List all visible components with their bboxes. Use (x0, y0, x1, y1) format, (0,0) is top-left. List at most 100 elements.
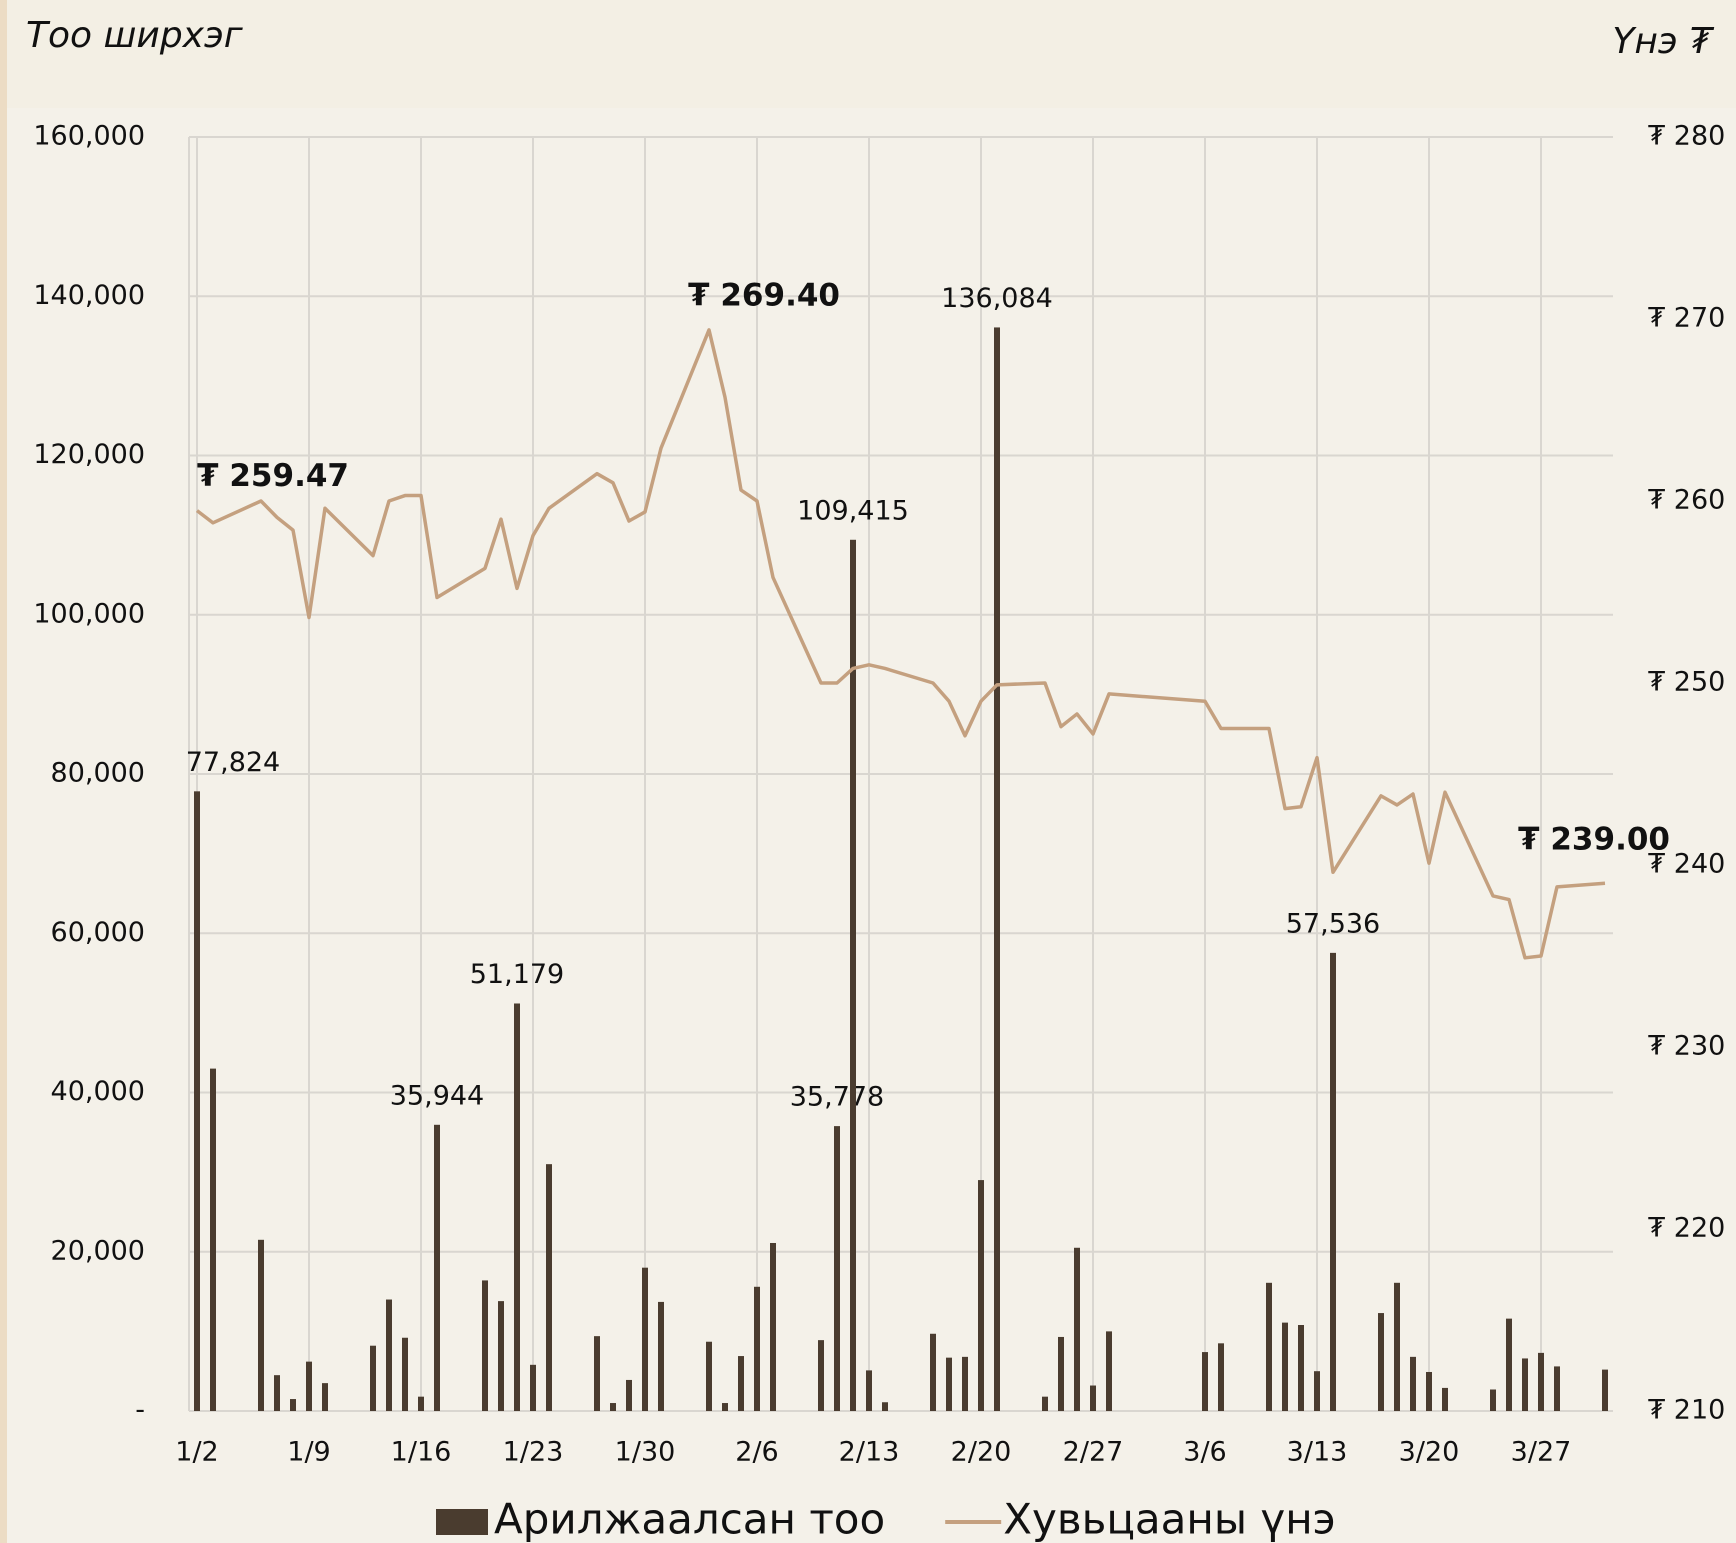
y-tick-label: - (135, 1395, 145, 1426)
bar (1202, 1352, 1208, 1411)
x-tick-label: 2/13 (839, 1437, 900, 1468)
legend-label: Хувьцааны үнэ (1003, 1495, 1336, 1543)
bar (1058, 1336, 1064, 1411)
bar (1298, 1325, 1304, 1411)
legend-swatch (436, 1509, 488, 1535)
y2-tick-label: ₮ 230 (1648, 1031, 1725, 1062)
bar (866, 1370, 872, 1411)
bar (290, 1399, 296, 1411)
bar (610, 1403, 616, 1411)
x-tick-label: 1/2 (175, 1437, 218, 1468)
y2-tick-label: ₮ 210 (1648, 1395, 1725, 1426)
bar (770, 1242, 776, 1411)
x-tick-label: 3/6 (1183, 1437, 1226, 1468)
bar (210, 1068, 216, 1411)
x-tick-label: 3/13 (1287, 1437, 1348, 1468)
bar (306, 1361, 312, 1411)
y-tick-label: 100,000 (33, 598, 145, 629)
y-tick-label: 20,000 (51, 1235, 145, 1266)
y2-tick-label: ₮ 270 (1648, 303, 1725, 334)
bar (418, 1396, 424, 1411)
y-axis-title: Тоо ширхэг (26, 15, 244, 56)
bar (1378, 1313, 1384, 1411)
bar (1106, 1331, 1112, 1411)
bar (658, 1301, 664, 1411)
y-tick-label: 60,000 (51, 917, 145, 948)
data-label: 57,536 (1286, 908, 1380, 939)
bar (1442, 1387, 1448, 1411)
bar (978, 1180, 984, 1411)
bar (818, 1340, 824, 1411)
data-label: 109,415 (797, 495, 909, 526)
data-label: 77,824 (186, 747, 280, 778)
bar (530, 1364, 536, 1411)
bar (850, 539, 856, 1411)
bar (642, 1267, 648, 1411)
bar (274, 1375, 280, 1411)
bar (1490, 1389, 1496, 1411)
x-tick-label: 2/6 (735, 1437, 778, 1468)
y-tick-label: 80,000 (51, 758, 145, 789)
data-label: 136,084 (941, 283, 1053, 314)
data-label: ₮ 259.47 (197, 458, 349, 494)
bar (434, 1124, 440, 1411)
x-tick-label: 1/23 (503, 1437, 564, 1468)
y2-axis-title: Үнэ ₮ (1612, 21, 1715, 62)
y-tick-label: 160,000 (33, 121, 145, 152)
bar (738, 1356, 744, 1411)
bar (994, 327, 1000, 1411)
bar (754, 1286, 760, 1411)
bar (386, 1299, 392, 1411)
x-tick-label: 1/16 (391, 1437, 452, 1468)
left-edge (0, 0, 7, 1543)
x-tick-label: 3/27 (1511, 1437, 1572, 1468)
y-tick-label: 120,000 (33, 439, 145, 470)
bar (258, 1239, 264, 1411)
data-label: ₮ 269.40 (688, 277, 840, 313)
bar (1090, 1385, 1096, 1411)
y2-tick-label: ₮ 260 (1648, 485, 1725, 516)
bar (194, 791, 200, 1411)
x-tick-label: 3/20 (1399, 1437, 1460, 1468)
bar (402, 1337, 408, 1411)
bar (946, 1357, 952, 1411)
bar (834, 1126, 840, 1411)
bar (1074, 1247, 1080, 1411)
bar (594, 1336, 600, 1411)
bar (1314, 1371, 1320, 1411)
bar (498, 1301, 504, 1411)
bar (370, 1345, 376, 1411)
y-tick-label: 140,000 (33, 280, 145, 311)
x-tick-label: 1/9 (287, 1437, 330, 1468)
bar (1602, 1369, 1608, 1411)
data-label: 35,944 (390, 1080, 484, 1111)
bar (482, 1280, 488, 1411)
y2-tick-label: ₮ 280 (1648, 121, 1725, 152)
bar (1522, 1358, 1528, 1411)
bar (1554, 1366, 1560, 1411)
data-label: 51,179 (470, 959, 564, 990)
bar (514, 1003, 520, 1411)
bar (962, 1356, 968, 1411)
legend-label: Арилжаалсан тоо (494, 1495, 885, 1543)
bar (1506, 1318, 1512, 1411)
bar (626, 1379, 632, 1411)
x-tick-label: 1/30 (615, 1437, 676, 1468)
bar (1426, 1371, 1432, 1411)
bar (1282, 1322, 1288, 1411)
data-label: 35,778 (790, 1082, 884, 1113)
y-tick-label: 40,000 (51, 1076, 145, 1107)
price-line (195, 328, 1606, 960)
data-label: ₮ 239.00 (1518, 822, 1670, 858)
bar (930, 1333, 936, 1411)
bar (706, 1341, 712, 1411)
x-tick-label: 2/27 (1063, 1437, 1124, 1468)
x-tick-label: 2/20 (951, 1437, 1012, 1468)
bar (1218, 1343, 1224, 1411)
bar (1394, 1282, 1400, 1411)
bar (1410, 1356, 1416, 1411)
bar (546, 1164, 552, 1411)
y2-tick-label: ₮ 250 (1648, 667, 1725, 698)
bar (882, 1402, 888, 1411)
